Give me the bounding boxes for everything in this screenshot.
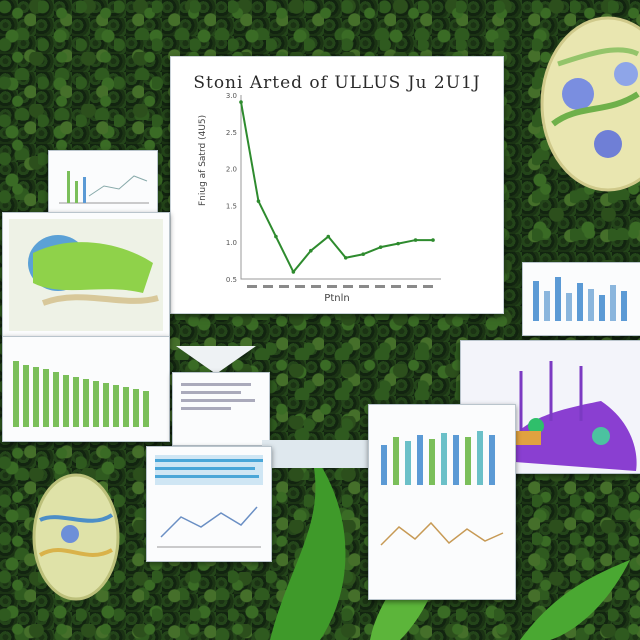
connector-bar	[262, 440, 372, 468]
thumb-map-graphic	[9, 219, 163, 331]
x-tick-mark	[295, 285, 305, 288]
thumb-mini-line-chart	[48, 150, 158, 216]
thumb-right-bar-chart	[522, 262, 640, 336]
chart-title: Stoni Arted of ULLUS Ju 2U1J	[193, 73, 481, 93]
down-arrow-icon	[176, 346, 256, 374]
thumb-line	[380, 521, 504, 546]
data-point	[309, 248, 313, 253]
data-point	[239, 100, 243, 104]
thumb-bar	[588, 289, 594, 321]
cell-globe-illustration	[540, 16, 640, 192]
plot-axes	[240, 95, 441, 280]
thumb-bar	[621, 291, 627, 321]
thumb-bar	[33, 367, 39, 427]
y-tick-label: 0.5	[226, 276, 237, 284]
x-axis-label: Ptnln	[324, 293, 350, 304]
x-tick-mark	[327, 285, 337, 288]
x-tick-mark	[279, 285, 289, 288]
series-line	[240, 101, 433, 274]
data-point	[256, 199, 261, 203]
thumb-bar	[441, 433, 447, 485]
y-tick-label: 1.0	[226, 239, 237, 247]
data-point	[326, 234, 331, 239]
thumb-bar	[477, 431, 483, 485]
thumb-bar	[381, 445, 387, 485]
y-tick-label: 3.0	[226, 92, 237, 100]
x-tick-mark	[407, 285, 417, 288]
thumb-text-document	[172, 372, 270, 446]
x-tick-mark	[311, 285, 321, 288]
thumb-bar	[544, 291, 550, 321]
cell-globe-illustration-small	[32, 473, 120, 601]
thumb-bar	[599, 295, 605, 321]
thumb-bar	[73, 377, 79, 427]
y-axis-label: Fniug af Satrd (4U5)	[198, 114, 208, 206]
thumb-bar	[103, 383, 109, 427]
thumb-bar	[123, 387, 129, 427]
y-tick-label: 1.5	[226, 202, 237, 210]
data-point	[343, 255, 348, 260]
thumb-bar	[555, 277, 561, 321]
y-tick-label: 2.5	[226, 129, 237, 137]
x-tick-mark	[391, 285, 401, 288]
thumb-bar	[489, 435, 495, 485]
foliage-leaf-right	[520, 560, 630, 640]
thumb-bar	[53, 372, 59, 427]
thumb-green-bar-chart	[2, 336, 170, 442]
data-point	[291, 270, 296, 274]
thumb-bar	[133, 389, 139, 427]
thumb-bar	[13, 361, 19, 427]
data-point	[431, 238, 435, 242]
thumb-bar	[23, 365, 29, 427]
main-line-chart-panel: Stoni Arted of ULLUS Ju 2U1J 3.0 2.5 2.0 1.…	[170, 56, 504, 314]
thumb-bar	[533, 281, 539, 321]
x-tick-mark	[263, 285, 273, 288]
data-point	[274, 234, 278, 239]
thumb-map-illustration	[2, 212, 170, 338]
thumb-bar	[566, 293, 572, 321]
data-point	[396, 241, 400, 246]
thumb-mini-line-plot	[59, 171, 149, 204]
thumb-bar	[393, 437, 399, 485]
thumb-bar	[405, 441, 411, 485]
data-point	[413, 238, 418, 242]
thumb-blue-plot	[155, 455, 263, 548]
y-tick-label: 2.0	[226, 166, 237, 174]
thumb-right-bar-plot	[533, 277, 627, 321]
thumb-bar	[83, 379, 89, 427]
thumb-blue-bars-and-line	[146, 446, 272, 562]
line-chart-plot: 3.0 2.5 2.0 1.5 1.0 0.5	[226, 92, 441, 288]
thumb-bar	[63, 375, 69, 427]
thumb-bar	[610, 285, 616, 321]
data-point	[361, 252, 365, 257]
thumb-center-bars-and-line	[368, 404, 516, 600]
x-tick-mark	[359, 285, 369, 288]
x-tick-mark	[247, 285, 257, 288]
thumb-bar	[429, 439, 435, 485]
x-tick-mark	[343, 285, 353, 288]
thumb-bar	[143, 391, 149, 427]
thumb-bar	[577, 283, 583, 321]
thumb-green-bar-plot	[13, 361, 149, 427]
thumb-bar	[453, 435, 459, 485]
thumb-bar	[43, 369, 49, 427]
thumb-bar	[417, 435, 423, 485]
thumb-bar	[93, 381, 99, 427]
data-point	[378, 245, 383, 249]
thumb-bar	[465, 437, 471, 485]
x-tick-mark	[375, 285, 385, 288]
thumb-center-plot	[380, 431, 504, 546]
thumb-text-lines	[181, 383, 255, 410]
x-tick-mark	[423, 285, 433, 288]
thumb-bar	[113, 385, 119, 427]
